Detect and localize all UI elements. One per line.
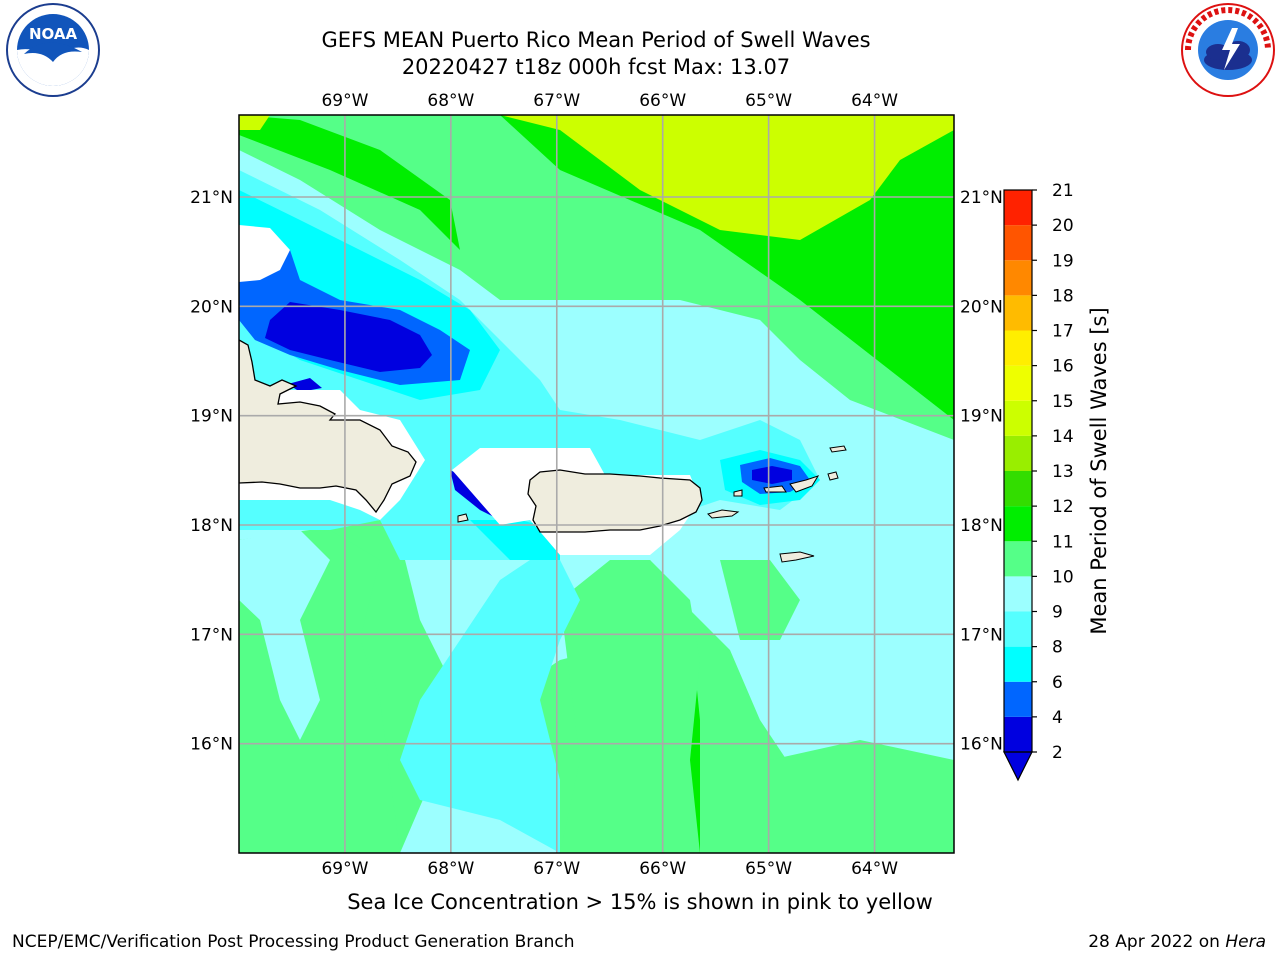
sea-ice-note: Sea Ice Concentration > 15% is shown in … [347, 890, 933, 914]
colorbar-box-8 [1004, 435, 1032, 471]
colorbar-label: Mean Period of Swell Waves [s] [1087, 307, 1111, 634]
land-anegada [829, 445, 847, 453]
land-hispaniola [239, 339, 417, 514]
footer-host-name: Hera [1225, 932, 1266, 952]
lat-label-right-1: 20°N [960, 297, 1003, 317]
lon-label-bottom-4: 65°W [745, 859, 792, 879]
lon-label-top-1: 68°W [427, 91, 474, 111]
page-subtitle-forecast-info: 20220427 t18z 000h fcst Max: 13.07 [401, 55, 791, 79]
lat-label-right-4: 17°N [960, 625, 1003, 645]
colorbar-box-2 [1004, 646, 1032, 682]
lon-label-top-3: 66°W [639, 91, 686, 111]
contour-fill-9-10-se2 [760, 740, 954, 853]
colorbar-box-12 [1004, 295, 1032, 331]
colorbar-tick-label-4: 17 [1052, 322, 1074, 342]
colorbar-box-15 [1004, 190, 1032, 226]
colorbar-tick-label-5: 16 [1052, 357, 1074, 377]
colorbar-tick-label-14: 6 [1052, 673, 1063, 693]
svg-text:NOAA: NOAA [29, 25, 78, 43]
colorbar: 21 20 19 18 17 16 15 14 13 12 11 10 9 8 6 4 2 [1003, 181, 1074, 782]
lat-label-right-2: 19°N [960, 407, 1003, 427]
lat-label-left-1: 20°N [190, 297, 233, 317]
colorbar-box-5 [1004, 541, 1032, 577]
contour-fill-12-13-nw-corner [239, 115, 270, 130]
lat-label-left-4: 17°N [190, 625, 233, 645]
lon-label-bottom-5: 64°W [851, 859, 898, 879]
colorbar-tick-label-0: 21 [1052, 181, 1074, 201]
colorbar-tick-label-7: 14 [1052, 427, 1074, 447]
land-virgin-gorda [827, 471, 839, 481]
noaa-logo-icon: NOAA [6, 3, 100, 97]
contour-fill-12-13-ne [500, 115, 954, 240]
lon-label-bottom-2: 67°W [533, 859, 580, 879]
map-frame [238, 114, 955, 854]
land-tortola [789, 475, 820, 493]
land-mona-island [457, 513, 469, 523]
lat-label-left-3: 18°N [190, 516, 233, 536]
colorbar-extend-min [1003, 751, 1033, 782]
colorbar-tick-label-11: 10 [1052, 567, 1074, 587]
lat-label-left-0: 21°N [190, 188, 233, 208]
lon-tick-labels-top: 69°W 68°W 67°W 66°W 65°W 64°W [321, 91, 898, 111]
colorbar-box-4 [1004, 576, 1032, 612]
colorbar-tick-label-6: 15 [1052, 392, 1074, 412]
contour-fill-4-6-pr-w [470, 520, 560, 560]
land-st-thomas [763, 485, 787, 493]
colorbar-box-11 [1004, 330, 1032, 366]
colorbar-box-14 [1004, 225, 1032, 261]
lon-tick-labels-bottom: 69°W 68°W 67°W 66°W 65°W 64°W [321, 859, 898, 879]
map-gridlines [239, 115, 954, 853]
contour-fill-below-2-east [752, 466, 792, 484]
colorbar-tick-label-1: 20 [1052, 216, 1074, 236]
colorbar-box-0 [1004, 716, 1032, 752]
colorbar-tick-label-15: 4 [1052, 708, 1063, 728]
lat-tick-labels-left: 21°N 20°N 19°N 18°N 17°N 16°N [190, 188, 233, 755]
land-st-croix [779, 551, 815, 563]
lat-label-left-2: 19°N [190, 407, 233, 427]
contour-fill-9-10-s [560, 560, 700, 853]
colorbar-tick-label-2: 19 [1052, 251, 1074, 271]
footer-left-credit: NCEP/EMC/Verification Post Processing Pr… [12, 932, 575, 952]
lat-label-right-5: 16°N [960, 735, 1003, 755]
page-title: GEFS MEAN Puerto Rico Mean Period of Swe… [321, 28, 871, 52]
colorbar-box-10 [1004, 365, 1032, 401]
lon-label-top-4: 65°W [745, 91, 792, 111]
colorbar-tick-label-13: 8 [1052, 638, 1063, 658]
colorbar-box-13 [1004, 260, 1032, 296]
lon-label-top-0: 69°W [321, 91, 368, 111]
lat-label-right-3: 18°N [960, 516, 1003, 536]
lat-label-left-5: 16°N [190, 735, 233, 755]
lat-label-right-0: 21°N [960, 188, 1003, 208]
colorbar-box-1 [1004, 681, 1032, 717]
lat-tick-labels-right: 21°N 20°N 19°N 18°N 17°N 16°N [960, 188, 1003, 755]
contour-fill-below-2 [265, 302, 432, 372]
colorbar-box-3 [1004, 611, 1032, 647]
lon-label-bottom-3: 66°W [639, 859, 686, 879]
contour-fill-below-2-hisp-n [288, 378, 322, 392]
no-data-region-nw [239, 225, 290, 282]
lon-label-bottom-1: 68°W [427, 859, 474, 879]
land-puerto-rico [527, 469, 703, 533]
lon-label-top-5: 64°W [851, 91, 898, 111]
colorbar-tick-label-10: 11 [1052, 532, 1074, 552]
colorbar-tick-label-9: 12 [1052, 497, 1074, 517]
land-culebra [733, 489, 743, 497]
colorbar-tick-label-12: 9 [1052, 603, 1063, 623]
colorbar-tick-label-16: 2 [1052, 743, 1063, 763]
contour-fill-10-11-nw [239, 115, 460, 250]
colorbar-box-9 [1004, 400, 1032, 436]
filled-contours [239, 115, 954, 853]
colorbar-box-7 [1004, 471, 1032, 507]
colorbar-tick-label-3: 18 [1052, 286, 1074, 306]
colorbar-tick-label-8: 13 [1052, 462, 1074, 482]
footer-right-date: 28 Apr 2022 on Hera [1088, 932, 1266, 952]
national-weather-service-logo-icon [1181, 3, 1275, 97]
land-vieques [707, 509, 740, 519]
contour-fill-9-10-se [720, 560, 800, 640]
lon-label-bottom-0: 69°W [321, 859, 368, 879]
lon-label-top-2: 67°W [533, 91, 580, 111]
footer-date-text: 28 Apr 2022 on [1088, 932, 1226, 952]
colorbar-box-6 [1004, 506, 1032, 542]
